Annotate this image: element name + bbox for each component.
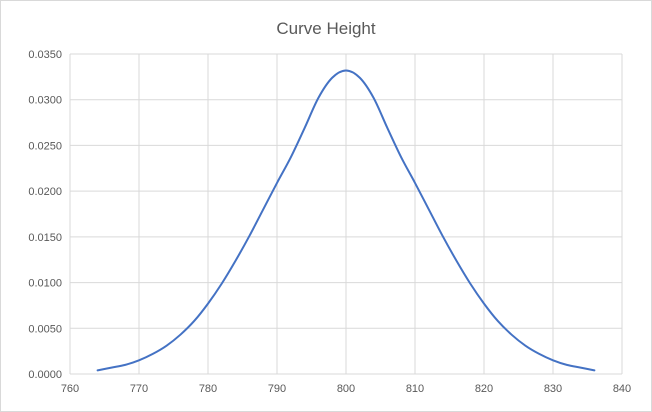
x-tick-label: 790 (268, 383, 286, 395)
series-layer (96, 69, 596, 372)
series-line (96, 69, 596, 372)
y-tick-label: 0.0250 (28, 140, 62, 152)
x-tick-label: 800 (337, 383, 355, 395)
x-tick-label: 780 (199, 383, 217, 395)
y-tick-label: 0.0050 (28, 323, 62, 335)
y-tick-label: 0.0000 (28, 369, 62, 381)
tick-labels: 0.0000 0.0050 0.0100 0.0150 0.0200 0.0250 0.03… (28, 49, 631, 395)
x-tick-label: 760 (61, 383, 79, 395)
y-tick-label: 0.0100 (28, 278, 62, 290)
gridlines (69, 53, 623, 375)
x-tick-label: 770 (130, 383, 148, 395)
chart-title: Curve Height (276, 19, 375, 38)
x-tick-label: 830 (544, 383, 562, 395)
x-tick-label: 810 (406, 383, 424, 395)
y-tick-label: 0.0350 (28, 49, 62, 61)
x-tick-label: 840 (613, 383, 631, 395)
y-tick-label: 0.0150 (28, 232, 62, 244)
y-tick-label: 0.0300 (28, 95, 62, 107)
x-tick-label: 820 (475, 383, 493, 395)
y-tick-label: 0.0200 (28, 186, 62, 198)
